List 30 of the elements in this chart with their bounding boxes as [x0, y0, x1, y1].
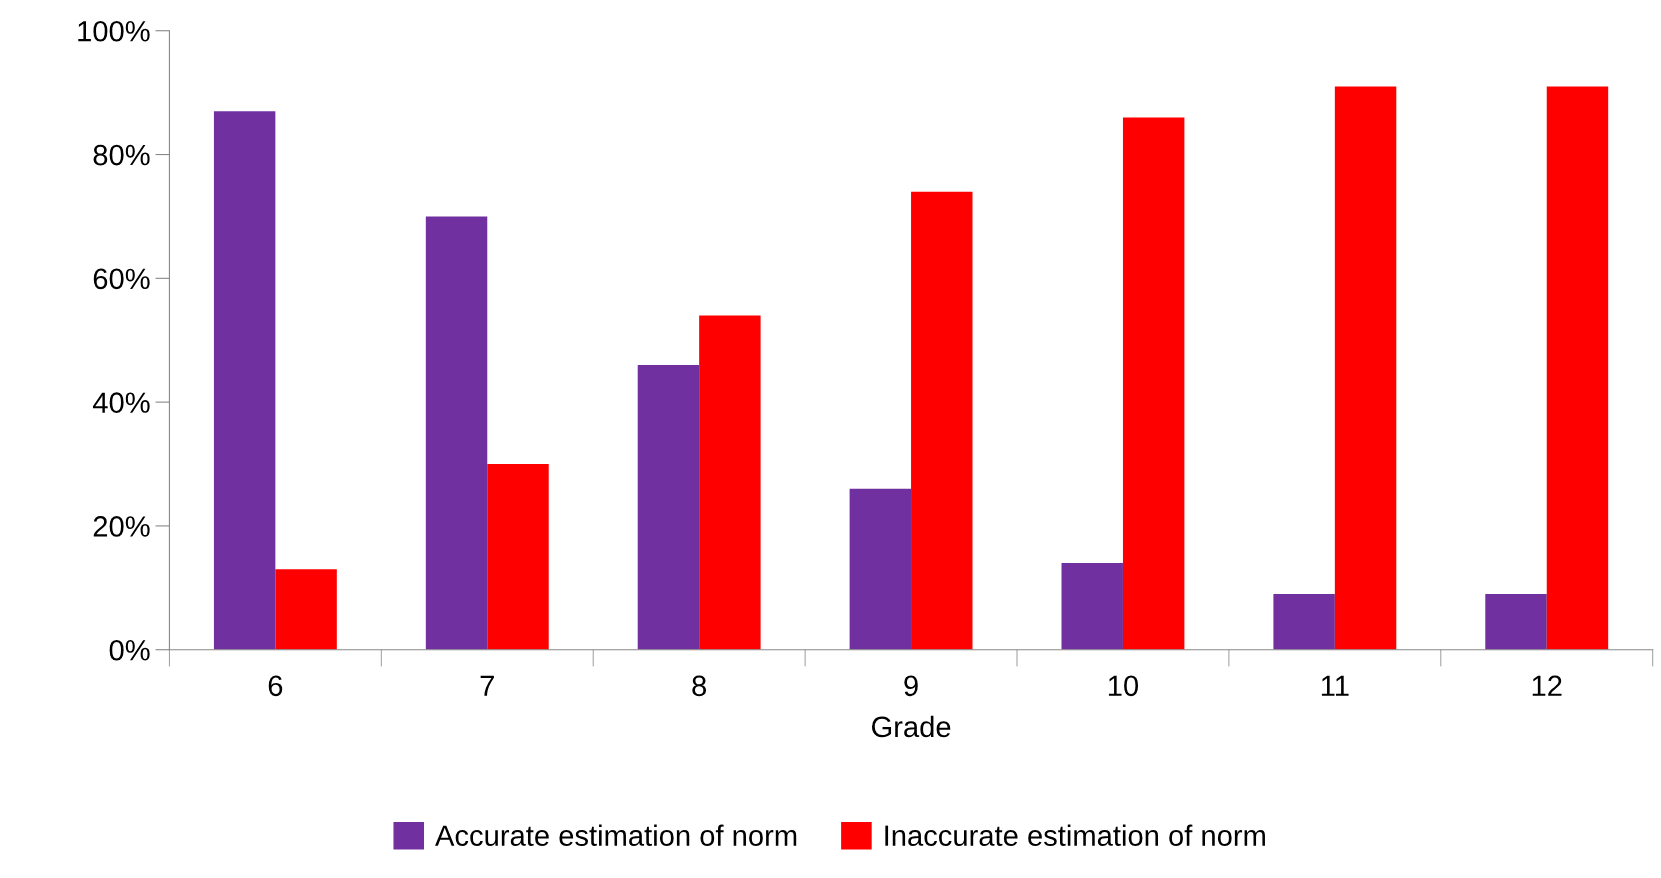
bar	[849, 488, 912, 650]
x-tick-label: 11	[1321, 675, 1349, 696]
x-tick-label: 7	[480, 675, 494, 696]
x-tick-label: 12	[1532, 675, 1562, 696]
bar	[1334, 86, 1397, 650]
bar	[1122, 117, 1185, 650]
bar	[699, 315, 761, 650]
y-tick-label: 80%	[93, 144, 150, 166]
bar	[1061, 563, 1123, 650]
bar	[487, 464, 549, 650]
bar	[275, 569, 337, 650]
y-tick-label: 0%	[109, 639, 150, 661]
bar	[1546, 86, 1609, 650]
bar	[1485, 594, 1547, 650]
y-tick-label: 60%	[93, 268, 150, 290]
x-tick-label: 6	[268, 675, 283, 697]
x-tick-label: 10	[1108, 675, 1139, 697]
legend-label: Accurate estimation of norm	[435, 824, 797, 846]
bar	[213, 111, 276, 650]
x-tick-label: 8	[692, 675, 707, 697]
x-axis-title: Grade	[872, 715, 951, 738]
bar	[911, 191, 973, 650]
x-tick-label: 9	[904, 675, 918, 697]
y-tick-label: 40%	[92, 392, 150, 413]
y-tick-label: 20%	[93, 516, 150, 537]
y-tick-label: 100%	[78, 20, 150, 42]
bar	[1273, 594, 1335, 650]
bar	[637, 364, 700, 650]
bar	[425, 216, 488, 650]
legend-label: Inaccurate estimation of norm	[885, 824, 1265, 846]
